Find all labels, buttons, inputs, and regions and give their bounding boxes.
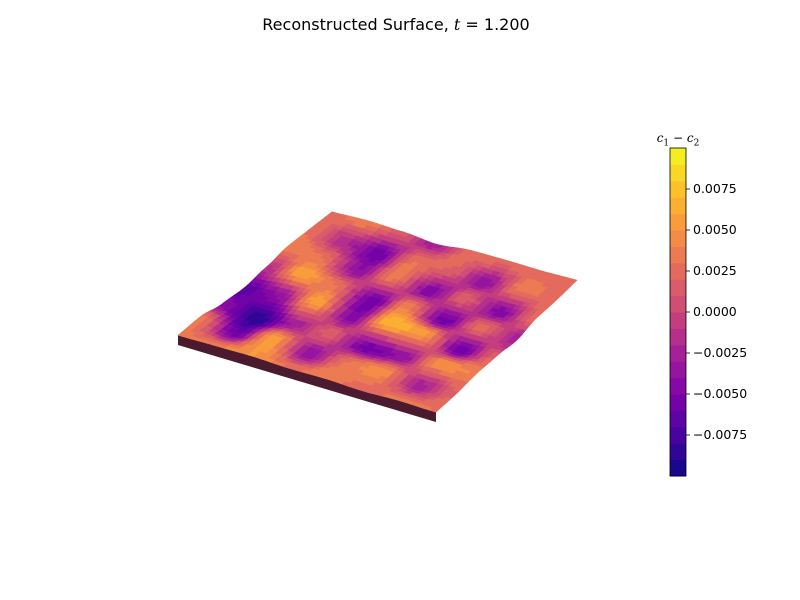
colorbar-level-band <box>670 148 686 165</box>
colorbar-level-band <box>670 246 686 264</box>
colorbar-tick-label: 0.0050 <box>693 222 737 237</box>
colorbar-label: c1 − c2 <box>652 130 704 151</box>
colorbar-tick-label: 0.0000 <box>693 304 737 319</box>
colorbar-label-c2: c <box>686 131 694 145</box>
colorbar-level-band <box>670 213 686 231</box>
colorbar-level-band <box>670 164 686 182</box>
colorbar-label-c1: c <box>656 131 664 145</box>
colorbar-level-band <box>670 230 686 247</box>
colorbar-level-band <box>670 459 686 477</box>
colorbar-label-sub2: 2 <box>693 138 700 149</box>
surface-side-wall <box>178 335 436 422</box>
surface <box>177 211 578 422</box>
colorbar-label-operator: − <box>669 131 687 145</box>
colorbar-level-band <box>670 426 686 444</box>
colorbar-level-band <box>670 312 686 329</box>
colorbar-level-band <box>670 443 686 461</box>
title-value: = 1.200 <box>465 15 530 34</box>
chart-title: Reconstructed Surface, t = 1.200 <box>0 15 792 35</box>
colorbar-tick-label: −0.0025 <box>693 345 748 360</box>
title-variable: t <box>453 15 461 34</box>
colorbar-tick-label: −0.0075 <box>693 427 748 442</box>
colorbar-level-band <box>670 377 686 395</box>
colorbar-level-band <box>670 410 686 428</box>
colorbar-tick-label: 0.0025 <box>693 263 737 278</box>
colorbar-level-band <box>670 361 686 379</box>
colorbar-level-band <box>670 180 686 198</box>
colorbar-label-sub1: 1 <box>663 138 670 149</box>
colorbar <box>669 147 690 477</box>
colorbar-level-band <box>670 295 686 313</box>
colorbar-level-band <box>670 197 686 215</box>
surface-patch <box>567 278 578 284</box>
colorbar-tick-label: 0.0075 <box>693 181 737 196</box>
colorbar-level-band <box>670 279 686 297</box>
colorbar-tick-label: −0.0050 <box>693 386 748 401</box>
colorbar-level-band <box>670 394 686 411</box>
colorbar-level-band <box>670 262 686 280</box>
colorbar-level-band <box>670 328 686 346</box>
colorbar-level-band <box>670 344 686 362</box>
title-prefix: Reconstructed Surface, <box>262 15 449 34</box>
